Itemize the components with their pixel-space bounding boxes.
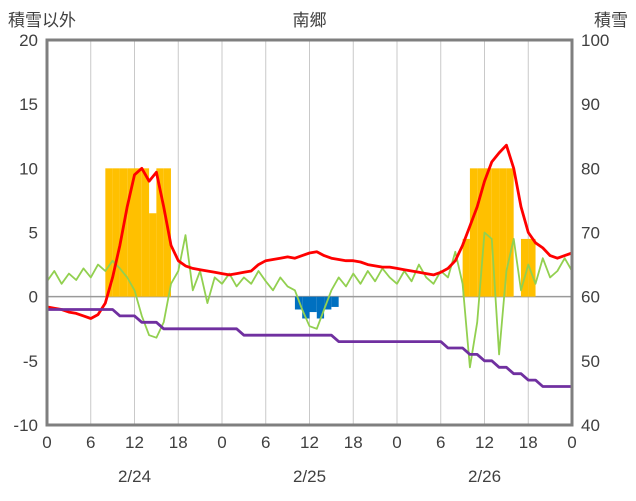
orange-bars-bar <box>134 168 142 297</box>
x-axis-tick-label: 6 <box>86 433 95 452</box>
purple-line-series <box>45 308 574 388</box>
green-line-series <box>46 231 573 369</box>
left-axis-tick-label: 10 <box>19 159 38 178</box>
blue-bars-bar <box>324 296 332 310</box>
orange-bars-bar <box>462 238 470 297</box>
blue-bars-bar <box>316 296 325 319</box>
left-axis-tick-label: 15 <box>19 95 38 114</box>
orange-bars-bar <box>149 213 157 297</box>
right-axis-tick-label: 50 <box>581 352 600 371</box>
x-axis-tick-label: 12 <box>300 433 319 452</box>
orange-bars-bar <box>520 238 529 297</box>
left-axis-tick-label: 20 <box>19 31 38 50</box>
x-axis-tick-label: 18 <box>169 433 188 452</box>
right-axis-tick-label: 70 <box>581 224 600 243</box>
x-axis-tick-label: 12 <box>475 433 494 452</box>
chart-title: 南郷 <box>292 11 327 30</box>
orange-bars-bar <box>477 168 485 297</box>
blue-bars-bar <box>309 296 317 313</box>
x-axis-tick-label: 0 <box>217 433 226 452</box>
x-axis-tick-label: 0 <box>567 433 576 452</box>
right-axis-tick-label: 100 <box>581 31 609 50</box>
left-axis-tick-label: 0 <box>29 288 38 307</box>
blue-bars-bar <box>302 296 310 319</box>
x-axis-tick-label: 0 <box>392 433 401 452</box>
orange-bars-bar <box>506 168 514 297</box>
orange-bars-bar <box>156 168 164 297</box>
red-line-series <box>45 143 574 320</box>
orange-bars-bar <box>112 168 120 297</box>
left-axis-tick-label: -10 <box>13 416 38 435</box>
left-axis-title: 積雪以外 <box>8 11 76 30</box>
x-axis-tick-label: 6 <box>261 433 270 452</box>
x-axis-tick-label: 12 <box>125 433 144 452</box>
orange-bars-bar <box>469 168 478 297</box>
blue-bars-bar <box>294 296 303 310</box>
date-label: 2/26 <box>468 467 501 486</box>
blue-bars-series <box>294 296 339 319</box>
blue-bars-bar <box>331 296 339 307</box>
date-label: 2/25 <box>293 467 326 486</box>
left-axis-tick-label: -5 <box>23 352 38 371</box>
orange-bars-series <box>105 168 536 297</box>
right-axis-tick-label: 60 <box>581 288 600 307</box>
right-axis-tick-label: 40 <box>581 416 600 435</box>
right-axis-tick-label: 90 <box>581 95 600 114</box>
right-axis-title: 積雪 <box>594 11 628 30</box>
x-axis-tick-label: 6 <box>436 433 445 452</box>
orange-bars-bar <box>484 168 492 297</box>
x-axis-tick-label: 18 <box>344 433 363 452</box>
orange-bars-bar <box>499 168 507 297</box>
orange-bars-bar <box>127 168 135 297</box>
date-label: 2/24 <box>118 467 151 486</box>
orange-bars-bar <box>528 238 536 297</box>
plot-border <box>45 38 574 427</box>
x-axis-tick-label: 0 <box>42 433 51 452</box>
orange-bars-bar <box>105 168 113 297</box>
x-axis-tick-label: 18 <box>519 433 538 452</box>
right-axis-tick-label: 80 <box>581 159 600 178</box>
orange-bars-bar <box>491 168 500 297</box>
left-axis-tick-label: 5 <box>29 224 38 243</box>
orange-bars-bar <box>141 168 150 297</box>
